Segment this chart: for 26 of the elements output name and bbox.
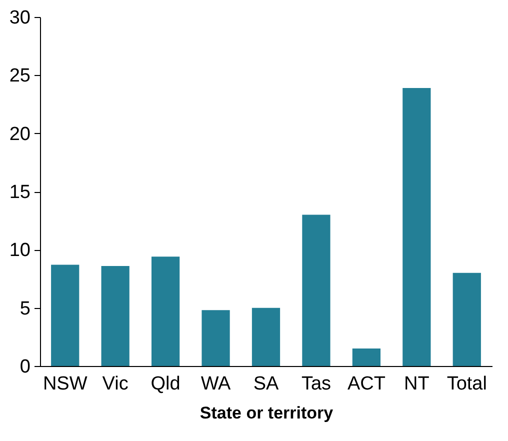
bar xyxy=(452,272,481,366)
x-tick-label: NSW xyxy=(42,374,88,394)
bar xyxy=(302,214,330,366)
x-tick-label: Qld xyxy=(150,374,180,394)
bar xyxy=(352,348,381,366)
bar xyxy=(51,264,80,366)
y-tick-label: 20 xyxy=(9,124,30,145)
y-tick-label: 30 xyxy=(9,8,30,28)
bar xyxy=(101,266,130,366)
y-tick-label: 5 xyxy=(20,298,30,320)
x-tick-label: Tas xyxy=(301,374,332,394)
x-tick-label: Total xyxy=(446,374,487,394)
bar xyxy=(402,88,431,366)
x-tick-label: ACT xyxy=(347,374,386,394)
bar xyxy=(151,256,180,366)
x-axis-title: State or territory xyxy=(200,404,334,422)
x-tick-label: WA xyxy=(200,374,232,394)
y-tick-label: 25 xyxy=(9,66,30,87)
x-tick-label: SA xyxy=(253,374,279,394)
bar xyxy=(202,310,230,366)
bar xyxy=(252,308,280,366)
y-tick-label: 0 xyxy=(20,356,30,378)
x-tick-label: Vic xyxy=(102,374,128,394)
y-tick-label: 15 xyxy=(9,182,30,203)
x-tick-label: NT xyxy=(404,374,430,394)
y-tick-label: 10 xyxy=(9,240,30,262)
